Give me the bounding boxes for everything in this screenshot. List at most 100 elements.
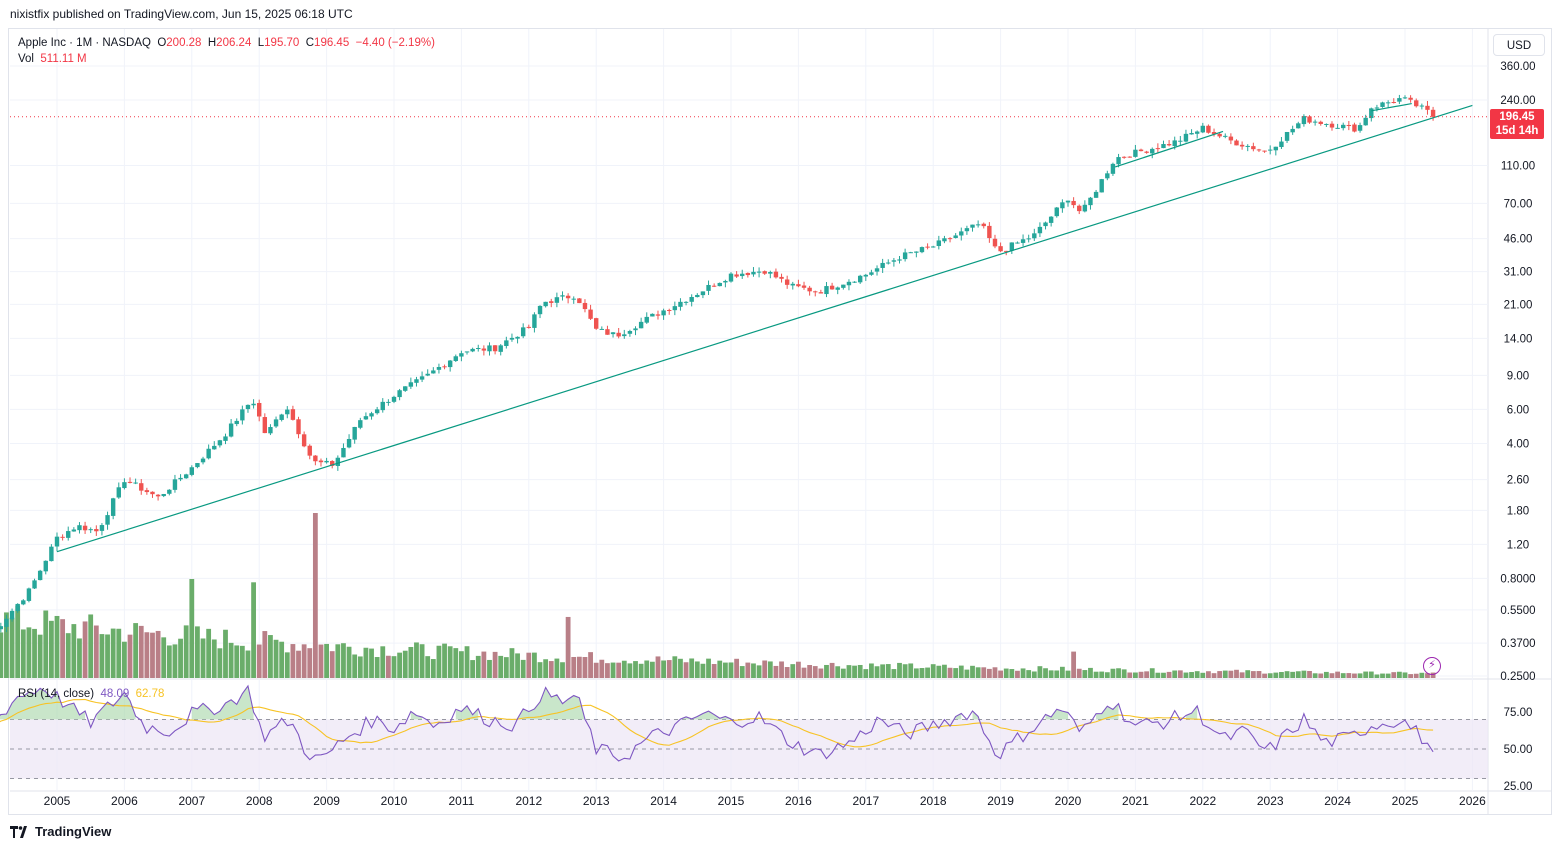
volume-bar — [885, 664, 891, 678]
candle-body — [1397, 98, 1402, 102]
candle-body — [464, 351, 470, 353]
candle-body — [1251, 146, 1256, 150]
candle-body — [43, 560, 48, 572]
candle-body — [1099, 179, 1104, 193]
candle-body — [773, 271, 779, 278]
volume-bar — [902, 664, 908, 678]
volume-bar — [487, 659, 492, 678]
volume-bar — [88, 614, 94, 678]
candle-body — [942, 238, 947, 242]
volume-bar — [717, 660, 723, 678]
candle-body — [155, 494, 161, 497]
candle-body — [172, 479, 178, 490]
candle-body — [655, 314, 661, 316]
candle-body — [71, 529, 77, 532]
volume-bar — [672, 656, 678, 678]
volume-bar — [1357, 673, 1363, 678]
candle-body — [1318, 121, 1323, 124]
tradingview-logo[interactable]: TradingView — [10, 824, 111, 839]
symbol-label[interactable]: Apple Inc · 1M · NASDAQ — [18, 37, 151, 49]
volume-bar — [1009, 669, 1015, 678]
candle-body — [801, 285, 807, 288]
volume-bar — [1059, 666, 1065, 678]
candle-body — [1138, 149, 1144, 152]
candle-body — [21, 600, 26, 605]
candle-body — [9, 610, 15, 620]
volume-bar — [363, 647, 369, 678]
candle-body — [723, 280, 728, 283]
volume-bar — [1099, 671, 1105, 678]
candle-body — [105, 515, 110, 525]
volume-bar — [560, 662, 565, 678]
lightning-icon[interactable]: ⚡ — [1423, 657, 1441, 675]
volume-bar — [127, 634, 133, 678]
volume-bar — [150, 632, 155, 678]
volume-bar — [880, 664, 886, 678]
candle-body — [695, 294, 700, 298]
volume-bar — [548, 661, 554, 678]
candle-body — [1026, 238, 1031, 240]
candle-body — [554, 297, 560, 303]
candle-body — [481, 348, 487, 351]
volume-bar — [1076, 668, 1082, 678]
candle-body — [116, 487, 121, 498]
currency-button[interactable]: USD — [1493, 34, 1545, 56]
candle-body — [1352, 124, 1357, 132]
candle-body — [902, 252, 908, 260]
volume-bar — [284, 652, 290, 678]
volume-bar — [1295, 671, 1301, 678]
volume-bar — [1121, 669, 1127, 678]
candle-body — [330, 461, 335, 466]
volume-bar — [335, 644, 341, 678]
candle-body — [1279, 141, 1284, 148]
volume-bar — [1267, 673, 1273, 678]
candle-body — [1127, 156, 1132, 158]
candle-body — [1307, 116, 1312, 123]
volume-bar — [1166, 671, 1172, 678]
candle-body — [683, 301, 689, 303]
volume-bar — [279, 641, 285, 678]
open-label: O — [157, 37, 167, 49]
price-tick-label: 0.2500 — [1500, 671, 1535, 683]
volume-bar — [1020, 668, 1026, 678]
volume-bar — [43, 610, 49, 678]
volume-bar — [824, 664, 829, 678]
volume-bar — [256, 644, 262, 678]
volume-bar — [1043, 668, 1048, 678]
volume-bar — [532, 652, 537, 678]
candle-body — [257, 402, 262, 417]
price-tick-label: 14.00 — [1504, 333, 1533, 345]
volume-label: Vol — [18, 53, 34, 65]
volume-bar — [1127, 672, 1133, 678]
candle-body — [99, 525, 105, 531]
volume-bar — [509, 648, 515, 678]
candle-body — [1121, 156, 1127, 158]
candle-body — [296, 419, 301, 435]
candle-body — [200, 458, 206, 463]
chart-legend: Apple Inc · 1M · NASDAQ O200.28 H206.24 … — [18, 35, 435, 67]
volume-bar — [649, 661, 655, 678]
volume-bar — [1155, 672, 1161, 678]
candle-body — [1183, 133, 1189, 142]
candle-body — [1009, 242, 1015, 251]
volume-bar — [346, 646, 352, 678]
volume-bar — [1222, 670, 1228, 678]
volume-bar — [751, 663, 756, 678]
candle-body — [565, 295, 571, 299]
trendline — [1114, 130, 1224, 168]
price-tick-label: 0.5500 — [1500, 605, 1535, 617]
candle-body — [711, 285, 717, 287]
volume-bar — [958, 665, 964, 678]
rsi-label[interactable]: RSI (14, close) — [18, 688, 95, 700]
x-tick-label: 2021 — [1122, 794, 1149, 808]
x-tick-label: 2007 — [178, 794, 205, 808]
volume-bar — [385, 655, 391, 678]
volume-bar — [26, 627, 32, 678]
candle-body — [1312, 121, 1318, 123]
volume-bar — [223, 629, 228, 678]
x-tick-label: 2023 — [1257, 794, 1284, 808]
candle-body — [1363, 117, 1368, 126]
candle-body — [689, 296, 694, 302]
candle-body — [318, 460, 324, 463]
